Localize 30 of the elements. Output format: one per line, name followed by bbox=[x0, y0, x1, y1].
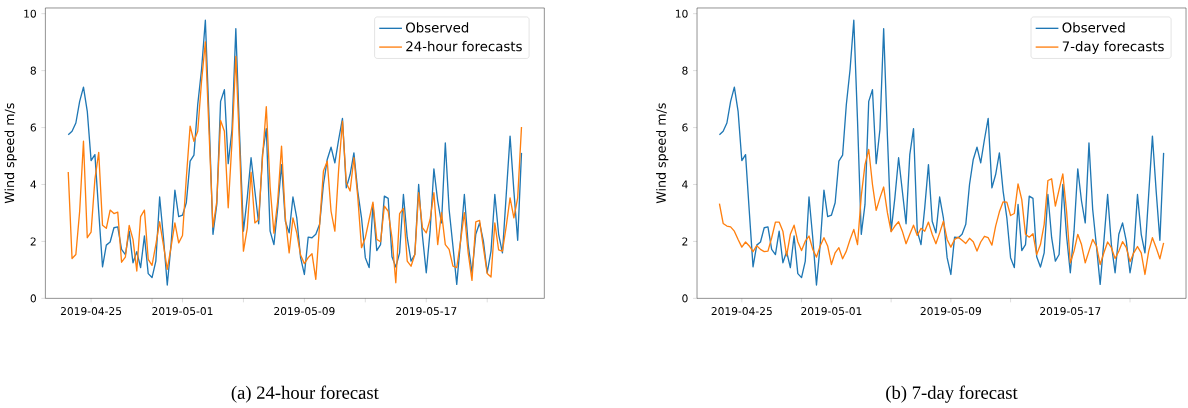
legend-label: Observed bbox=[406, 22, 469, 33]
y-tick-label: 0 bbox=[30, 294, 36, 303]
y-tick-label: 10 bbox=[675, 9, 688, 18]
x-tick-label: 2019-05-09 bbox=[920, 306, 982, 316]
x-tick-label: 2019-04-25 bbox=[711, 306, 772, 316]
y-tick-label: 2 bbox=[682, 237, 688, 246]
text: (a) 24-hour forecast bbox=[231, 385, 379, 403]
x-tick-label: 2019-04-25 bbox=[60, 306, 122, 316]
y-tick-label: 6 bbox=[682, 123, 688, 132]
legend-label: Observed bbox=[1062, 22, 1125, 33]
y-axis-title: Wind speed m/s bbox=[4, 103, 17, 204]
line-series bbox=[718, 19, 1165, 286]
y-tick-label: 8 bbox=[30, 66, 36, 75]
y-tick-label: 4 bbox=[682, 180, 688, 189]
legend-label: 24-hour forecasts bbox=[406, 40, 522, 52]
line-series bbox=[718, 148, 1165, 276]
x-tick-label: 2019-05-09 bbox=[274, 306, 335, 316]
x-tick-label: 2019-05-17 bbox=[1040, 306, 1101, 316]
y-axis-title: Wind speed m/s bbox=[656, 103, 669, 204]
x-tick-label: 2019-05-01 bbox=[152, 306, 213, 316]
x-tick-label: 2019-05-01 bbox=[801, 306, 862, 316]
y-tick-label: 0 bbox=[682, 294, 688, 303]
y-tick-label: 8 bbox=[682, 66, 688, 75]
y-tick-label: 4 bbox=[30, 180, 37, 189]
legend-label: 7-day forecasts bbox=[1062, 40, 1164, 54]
text: (b) 7-day forecast bbox=[886, 385, 1018, 403]
y-tick-label: 6 bbox=[30, 123, 37, 132]
y-tick-label: 10 bbox=[24, 9, 36, 18]
x-tick-label: 2019-05-17 bbox=[396, 306, 457, 316]
y-tick-label: 2 bbox=[30, 237, 36, 246]
